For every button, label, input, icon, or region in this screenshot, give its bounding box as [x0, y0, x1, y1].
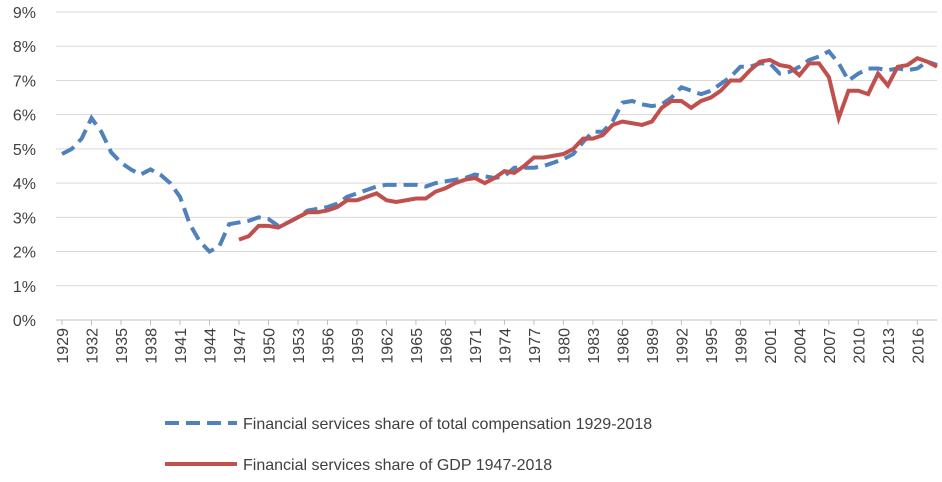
x-tick-label: 1953 [291, 328, 308, 364]
x-tick-label: 1992 [674, 328, 691, 364]
y-tick-label: 2% [13, 245, 36, 262]
x-tick-label: 2016 [910, 328, 927, 364]
x-tick-label: 1947 [232, 328, 249, 364]
x-tick-label: 1989 [645, 328, 662, 364]
y-tick-label: 3% [13, 210, 36, 227]
x-tick-label: 2013 [881, 328, 898, 364]
series-line [61, 48, 938, 255]
x-tick-label: 1998 [733, 328, 750, 364]
x-tick-label: 1929 [55, 328, 72, 364]
x-tick-label: 1977 [527, 328, 544, 364]
y-tick-label: 0% [13, 313, 36, 330]
x-tick-label: 1983 [586, 328, 603, 364]
x-tick-label: 1965 [409, 328, 426, 364]
x-tick-label: 1950 [261, 328, 278, 364]
x-tick-label: 1974 [497, 328, 514, 364]
x-tick-label: 1941 [173, 328, 190, 364]
x-tick-label: 1956 [320, 328, 337, 364]
x-tick-label: 1980 [556, 328, 573, 364]
x-tick-label: 1995 [704, 328, 721, 364]
x-tick-label: 1971 [468, 328, 485, 364]
x-tick-label: 1932 [84, 328, 101, 364]
series-line [238, 55, 938, 242]
x-tick-label: 1959 [350, 328, 367, 364]
y-tick-label: 7% [13, 73, 36, 90]
x-tick-label: 2001 [763, 328, 780, 364]
y-tick-label: 6% [13, 108, 36, 125]
x-tick-label: 1944 [202, 328, 219, 364]
y-tick-label: 1% [13, 279, 36, 296]
y-tick-label: 9% [13, 5, 36, 22]
legend-label: Financial services share of GDP 1947-201… [243, 457, 552, 474]
x-tick-label: 1962 [379, 328, 396, 364]
x-tick-label: 1938 [143, 328, 160, 364]
y-tick-label: 8% [13, 39, 36, 56]
y-tick-label: 5% [13, 142, 36, 159]
x-tick-label: 1935 [114, 328, 131, 364]
y-tick-label: 4% [13, 176, 36, 193]
legend-label: Financial services share of total compen… [243, 416, 652, 433]
x-tick-label: 1986 [615, 328, 632, 364]
x-tick-label: 2004 [792, 328, 809, 364]
x-tick-label: 1968 [438, 328, 455, 364]
x-tick-label: 2007 [822, 328, 839, 364]
x-tick-label: 2010 [851, 328, 868, 364]
